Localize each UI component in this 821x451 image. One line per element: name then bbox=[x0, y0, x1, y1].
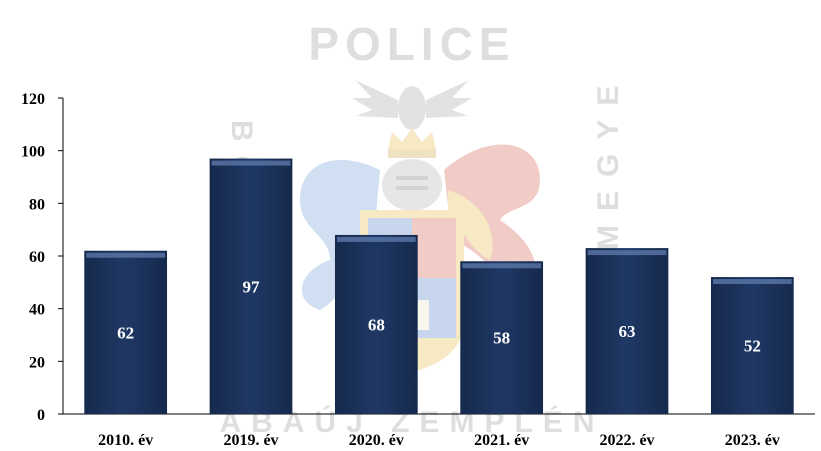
bar-data-label: 63 bbox=[619, 322, 636, 341]
y-tick-label: 0 bbox=[37, 407, 45, 424]
bar-highlight bbox=[712, 279, 792, 285]
x-category-label: 2019. év bbox=[223, 432, 278, 449]
y-tick-label: 80 bbox=[29, 196, 45, 213]
x-category-label: 2010. év bbox=[98, 432, 153, 449]
y-axis-ticks: 0 20 40 60 80 100 120 bbox=[21, 91, 63, 424]
y-tick-label: 60 bbox=[29, 249, 45, 266]
mantling-gold-right bbox=[448, 190, 493, 260]
x-category-label: 2023. év bbox=[725, 432, 780, 449]
bar-3 bbox=[460, 261, 544, 414]
crown-icon bbox=[388, 128, 436, 158]
bar-data-label: 62 bbox=[117, 323, 134, 342]
bar-0 bbox=[84, 250, 168, 414]
bar-2 bbox=[334, 234, 418, 414]
x-category-label: 2022. év bbox=[599, 432, 654, 449]
x-axis-labels: 2010. év 2019. év 2020. év 2021. év 2022. év… bbox=[98, 432, 780, 449]
y-tick-label: 40 bbox=[29, 302, 45, 319]
bar-data-label: 58 bbox=[493, 329, 510, 348]
y-tick-label: 100 bbox=[21, 144, 45, 161]
bar-highlight bbox=[211, 160, 291, 166]
y-tick-label: 120 bbox=[21, 91, 45, 108]
bar-5 bbox=[710, 277, 794, 414]
bar-highlight bbox=[587, 250, 667, 256]
x-category-label: 2020. év bbox=[349, 432, 404, 449]
bar-1 bbox=[209, 158, 293, 414]
bar-series: 62 97 68 58 63 52 bbox=[84, 158, 794, 414]
mantling-right bbox=[444, 144, 540, 290]
bar-data-label: 97 bbox=[243, 277, 261, 296]
bar-highlight bbox=[86, 252, 166, 258]
y-tick-label: 20 bbox=[29, 354, 45, 371]
bar-4 bbox=[585, 248, 669, 414]
bar-data-label: 68 bbox=[368, 315, 385, 334]
helmet-icon bbox=[382, 159, 442, 211]
watermark-ring-right: MEGYE bbox=[592, 72, 625, 250]
bar-highlight bbox=[336, 236, 416, 242]
watermark-police-text: POLICE bbox=[308, 18, 515, 70]
bar-data-label: 52 bbox=[744, 337, 761, 356]
x-category-label: 2021. év bbox=[474, 432, 529, 449]
eagle-icon bbox=[352, 80, 472, 130]
bar-highlight bbox=[462, 263, 542, 269]
